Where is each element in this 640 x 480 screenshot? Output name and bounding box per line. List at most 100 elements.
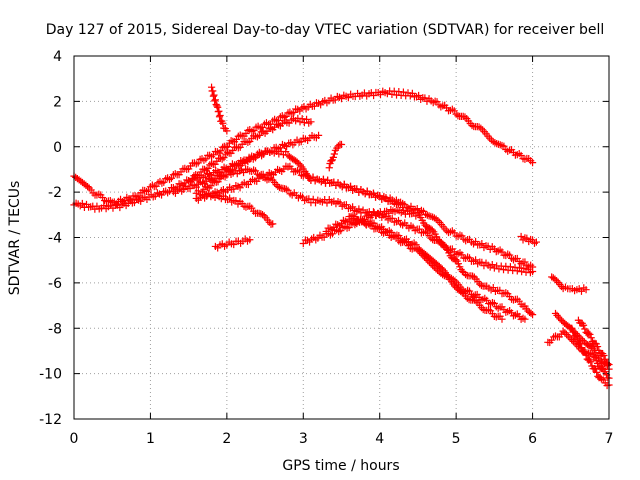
x-axis-label: GPS time / hours [282, 458, 399, 474]
data-point [456, 263, 464, 271]
data-point [369, 208, 378, 216]
data-point [528, 311, 537, 319]
y-tick-label: -6 [48, 276, 62, 292]
data-point [407, 202, 415, 211]
data-point [471, 256, 480, 264]
data-points [70, 83, 613, 390]
data-point [593, 368, 601, 376]
data-point [437, 240, 445, 248]
data-point [572, 332, 580, 340]
data-point [498, 315, 506, 323]
y-tick-label: 0 [53, 140, 62, 156]
data-point [309, 173, 317, 181]
data-point [282, 148, 290, 156]
data-point [302, 115, 311, 123]
x-tick-labels: 0 1 2 3 4 5 6 7 [70, 431, 614, 447]
series-track-i [322, 214, 506, 323]
data-point [528, 267, 537, 276]
data-point [415, 91, 423, 100]
data-point [211, 96, 219, 104]
data-point [578, 343, 586, 352]
grid-lines [74, 56, 609, 419]
data-point [325, 164, 333, 172]
data-point [592, 340, 600, 348]
data-point [319, 175, 328, 183]
data-point [585, 329, 593, 337]
data-point [307, 118, 315, 126]
data-point [577, 340, 585, 348]
x-tick-label: 4 [375, 431, 384, 447]
data-point [521, 315, 529, 323]
series-burst-18 [207, 83, 231, 135]
data-point [568, 324, 576, 332]
data-point [210, 91, 218, 99]
data-point [601, 355, 609, 363]
chart-title: Day 127 of 2015, Sidereal Day-to-day VTE… [46, 22, 605, 38]
series-seg-4 [544, 327, 613, 382]
data-point [520, 264, 528, 273]
data-point [385, 209, 393, 217]
data-point [532, 238, 540, 246]
data-point [211, 97, 219, 105]
data-point [454, 260, 462, 268]
data-point [330, 150, 338, 158]
data-point [569, 328, 577, 336]
x-tick-label: 2 [222, 431, 231, 447]
data-point [207, 83, 216, 91]
data-point [298, 115, 306, 123]
y-tick-labels: -12 -10 -8 -6 -4 -2 0 2 4 [39, 49, 62, 428]
data-point [581, 348, 589, 356]
data-point [586, 330, 594, 339]
series-burst-34 [325, 140, 346, 172]
data-point [355, 205, 363, 213]
data-point [223, 127, 231, 135]
data-point [269, 220, 277, 228]
data-point [600, 351, 608, 360]
data-point [573, 336, 581, 344]
x-tick-label: 0 [70, 431, 79, 447]
data-point [215, 107, 223, 115]
series-seg-6 [574, 316, 613, 369]
data-point [214, 103, 222, 111]
x-tick-label: 3 [299, 431, 308, 447]
data-point [329, 153, 337, 161]
data-point [489, 283, 497, 292]
data-point [226, 194, 234, 202]
data-point [581, 325, 589, 333]
x-tick-label: 5 [452, 431, 461, 447]
data-point [593, 342, 602, 351]
data-point [458, 267, 467, 276]
data-point [448, 254, 456, 262]
series-track-g [192, 187, 277, 228]
data-point [215, 113, 224, 121]
y-tick-label: -12 [39, 412, 62, 428]
data-point [413, 205, 421, 213]
y-tick-label: 4 [53, 49, 62, 65]
data-point [209, 190, 217, 198]
series-track-f [200, 165, 537, 277]
data-point [591, 365, 600, 373]
data-point [445, 249, 453, 257]
series-track-e [192, 162, 537, 271]
data-point [314, 131, 323, 140]
data-point [219, 119, 227, 127]
data-point [399, 206, 407, 214]
series-seg-7 [567, 324, 613, 390]
data-point [216, 111, 224, 120]
y-tick-label: -2 [48, 185, 62, 201]
data-point [369, 189, 378, 197]
data-point [337, 140, 346, 149]
x-tick-label: 7 [605, 431, 614, 447]
plot-frame [73, 55, 610, 420]
data-point [382, 194, 390, 202]
x-tick-label: 1 [146, 431, 155, 447]
data-point [346, 182, 355, 191]
data-point [246, 236, 254, 244]
data-point [444, 246, 452, 254]
data-point [415, 225, 423, 233]
data-point [78, 199, 86, 208]
data-point [583, 341, 592, 349]
data-point [582, 286, 590, 294]
data-point [579, 321, 588, 329]
